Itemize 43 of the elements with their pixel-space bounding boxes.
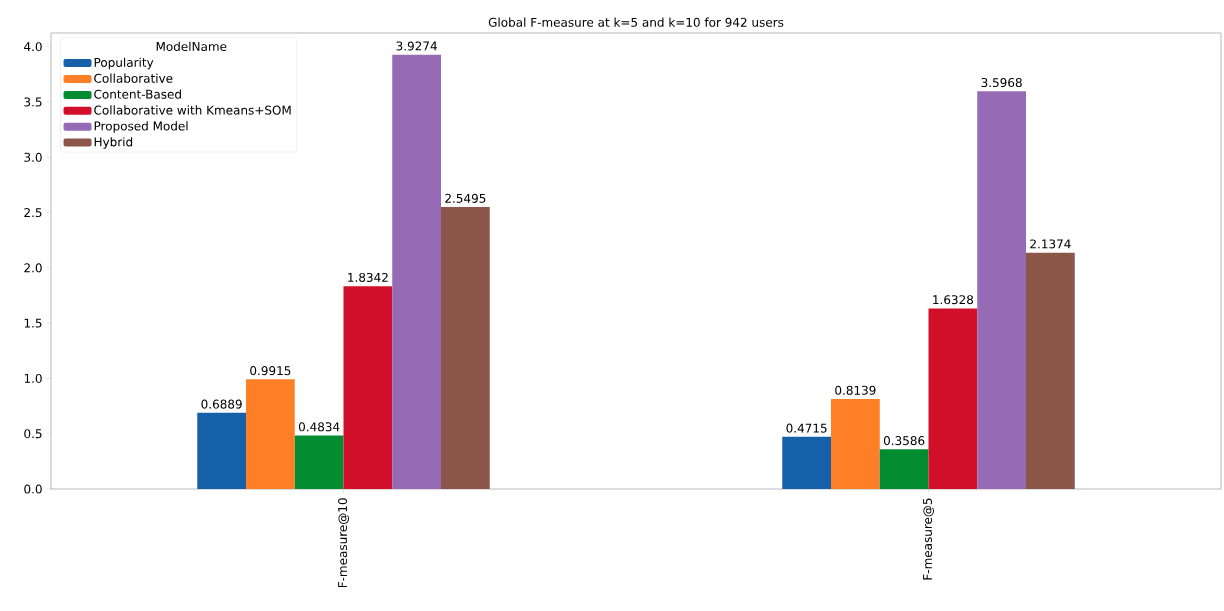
legend-label: Popularity	[94, 57, 154, 70]
data-label: 0.9915	[250, 366, 291, 376]
data-label: 0.6889	[201, 399, 242, 409]
legend-label: Content-Based	[94, 89, 181, 99]
bar	[1026, 252, 1075, 489]
bar	[831, 399, 880, 489]
y-tick-label: 1.0	[24, 373, 42, 383]
data-label: 0.8139	[835, 385, 876, 395]
bar	[392, 54, 441, 489]
data-label: 0.4715	[786, 423, 827, 433]
data-label: 1.6328	[933, 295, 974, 305]
data-label: 2.1374	[1030, 239, 1071, 249]
data-label: 3.5968	[981, 78, 1022, 88]
bar	[977, 91, 1026, 489]
x-tick-label: F-measure@10	[338, 498, 350, 588]
x-tick-label: F-measure@5	[923, 498, 934, 580]
y-tick-label: 0.0	[24, 484, 42, 494]
y-tick-label: 4.0	[24, 42, 42, 52]
legend-label: Proposed Model	[94, 121, 188, 133]
legend-label: Hybrid	[94, 137, 133, 149]
data-label: 3.9274	[396, 41, 437, 51]
bar	[343, 286, 393, 489]
bar	[197, 412, 246, 489]
bar	[782, 436, 831, 489]
y-tick-label: 2.5	[24, 208, 42, 218]
chart-title: Global F-measure at k=5 and k=10 for 942 users	[488, 17, 784, 27]
y-tick-label: 0.5	[24, 429, 42, 439]
legend-title: ModelName	[156, 41, 227, 52]
y-tick-label: 3.5	[24, 97, 42, 107]
legend-label: Collaborative with Kmeans+SOM	[94, 105, 291, 115]
bar	[441, 207, 490, 489]
y-tick-label: 2.0	[24, 263, 42, 273]
data-label: 2.5495	[445, 193, 486, 203]
y-tick-label: 1.5	[24, 318, 42, 328]
legend-label: Collaborative	[94, 73, 173, 83]
data-label: 1.8342	[348, 272, 388, 282]
bar	[879, 449, 929, 489]
bar	[294, 435, 344, 489]
bar	[246, 379, 295, 489]
data-label: 0.3586	[883, 436, 925, 446]
bar	[928, 308, 978, 489]
y-tick-label: 3.0	[24, 152, 42, 162]
data-label: 0.4834	[298, 422, 340, 432]
